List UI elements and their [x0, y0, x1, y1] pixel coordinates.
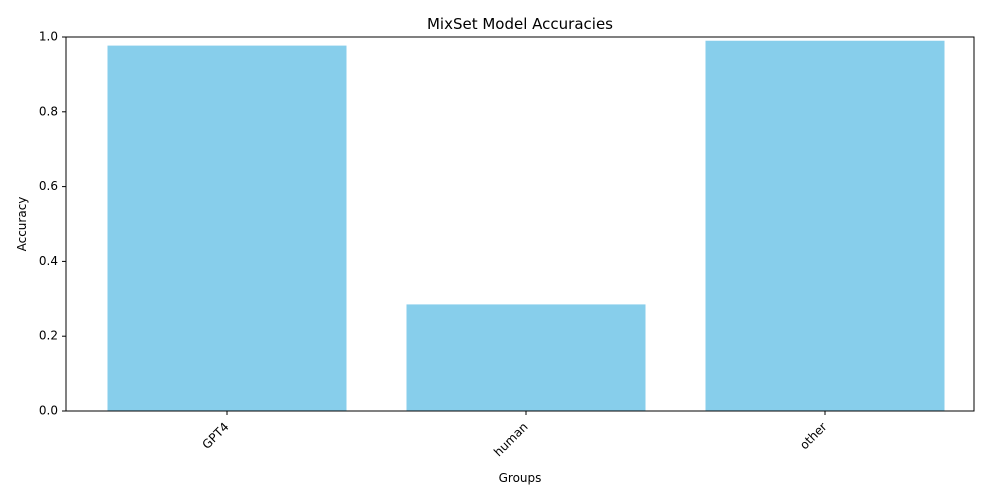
x-tick-label-other: other: [797, 420, 830, 453]
y-axis-label: Accuracy: [15, 197, 29, 252]
x-axis: GPT4 human other: [199, 411, 830, 459]
y-tick-label: 0.6: [39, 179, 58, 193]
y-tick-label: 0.4: [39, 254, 58, 268]
chart-title: MixSet Model Accuracies: [427, 15, 613, 33]
y-tick-label: 1.0: [39, 30, 58, 44]
y-tick-label: 0.8: [39, 104, 58, 118]
y-axis: 0.0 0.2 0.4 0.6 0.8 1.0: [39, 30, 66, 418]
x-tick-label-human: human: [491, 420, 530, 459]
bar-human: [406, 304, 646, 411]
bars-group: [107, 40, 945, 412]
y-tick-label: 0.0: [39, 404, 58, 418]
bar-other: [705, 40, 945, 412]
x-tick-label-gpt4: GPT4: [199, 420, 231, 452]
bar-gpt4: [107, 45, 347, 412]
y-tick-label: 0.2: [39, 329, 58, 343]
x-axis-label: Groups: [499, 471, 542, 485]
plot-frame: [65, 36, 975, 412]
